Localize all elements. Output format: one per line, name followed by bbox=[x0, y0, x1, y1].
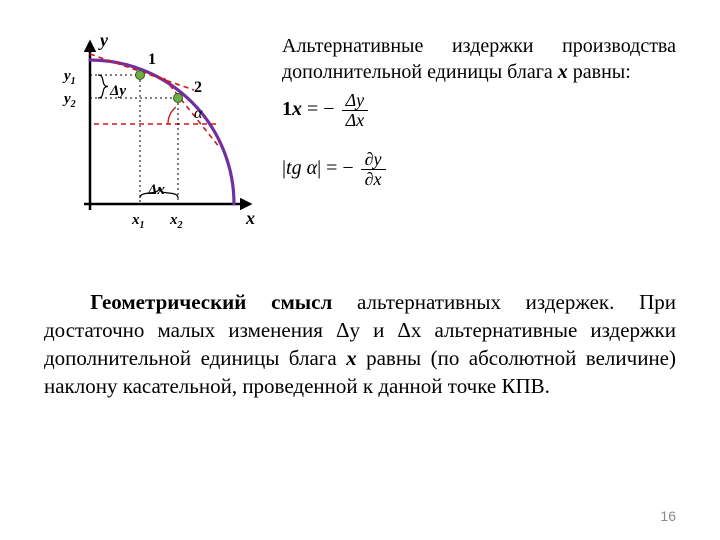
svg-text:2: 2 bbox=[194, 79, 202, 96]
intro-line1: Альтернативные издержки производства bbox=[282, 34, 676, 60]
svg-text:Δy: Δy bbox=[109, 83, 126, 99]
svg-text:x1: x1 bbox=[131, 212, 145, 231]
ppf-diagram: y x α 1 2 x1 x2 y1 y2 Δx Δy bbox=[44, 28, 264, 254]
body-paragraph: Геометрический смысл альтернативных изде… bbox=[44, 288, 676, 401]
svg-text:y1: y1 bbox=[62, 68, 76, 87]
intro-line2: дополнительной единицы блага x равны: bbox=[282, 60, 676, 86]
svg-text:x: x bbox=[245, 208, 255, 228]
svg-text:α: α bbox=[194, 105, 203, 122]
equation-2: |tg α| = − ∂y∂x bbox=[282, 150, 676, 189]
svg-text:Δx: Δx bbox=[147, 182, 165, 198]
page-number: 16 bbox=[660, 508, 676, 524]
intro-block: Альтернативные издержки производства доп… bbox=[282, 28, 676, 189]
equation-1: 1x = − ΔyΔx bbox=[282, 91, 676, 130]
svg-text:y2: y2 bbox=[62, 91, 76, 110]
svg-text:y: y bbox=[98, 30, 109, 50]
svg-text:x2: x2 bbox=[169, 212, 183, 231]
svg-text:1: 1 bbox=[148, 51, 156, 68]
